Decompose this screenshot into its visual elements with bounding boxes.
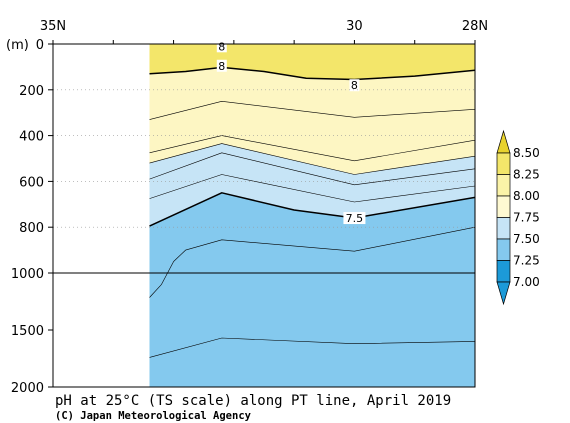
colorbar-swatch — [496, 217, 511, 240]
colorbar-label: 7.00 — [513, 275, 540, 289]
colorbar-swatch — [496, 238, 511, 261]
contour-label: 8 — [351, 79, 358, 92]
x-tick-label: 28N — [462, 19, 488, 34]
contour-label-bg — [349, 79, 360, 92]
colorbar-arrow-bottom — [496, 281, 511, 306]
colorbar-label: 7.25 — [513, 254, 540, 268]
colorbar-label: 7.75 — [513, 211, 540, 225]
contour-label-bg — [216, 40, 227, 53]
colorbar-swatch — [496, 174, 511, 197]
y-axis-label: (m) — [6, 38, 29, 53]
y-tick-label: 1000 — [11, 267, 44, 282]
contour-label: 8 — [218, 60, 225, 73]
contour-line-7-9 — [149, 101, 476, 120]
band-7.75-8.00 — [149, 143, 475, 227]
axes: 200 400 600 800 1000 1500 2000 (m) 0 35N 30 28N — [6, 19, 488, 396]
contour-line-7-85 — [149, 135, 476, 162]
contour-label-bg — [343, 212, 366, 225]
x-tick-label: 35N — [40, 19, 66, 34]
credit-text: (C) Japan Meteorological Agency — [55, 410, 252, 422]
x-tick-label: 30 — [346, 19, 363, 34]
y-tick-label: 0 — [36, 38, 44, 53]
contour-line-7-7 — [149, 152, 476, 186]
contour-line-7-45 — [149, 226, 476, 298]
colorbar-label: 8.50 — [513, 146, 540, 160]
plot-area: 8 8 8 7.5 — [149, 40, 476, 387]
colorbar-label: 7.50 — [513, 232, 540, 246]
colorbar: 8.50 8.25 8.00 7.75 7.50 7.25 7.00 — [496, 129, 540, 306]
y-tick-label: 400 — [19, 130, 44, 145]
plot-frame — [52, 43, 476, 388]
band-8.25-8.50 — [149, 44, 475, 80]
contour-label: 8 — [218, 40, 225, 53]
y-tick-label: 200 — [19, 84, 44, 99]
y-tick-label: 1500 — [11, 324, 44, 339]
contour-label-bg — [216, 59, 227, 72]
contour-line-7-5 — [149, 192, 476, 227]
colorbar-swatch — [496, 195, 511, 218]
contour-label: 7.5 — [346, 212, 364, 225]
contour-line-7-8 — [149, 143, 476, 175]
contour-line-8 — [149, 66, 476, 81]
colorbar-swatch — [496, 260, 511, 283]
y-tick-label: 600 — [19, 175, 44, 190]
chart-title: pH at 25°C (TS scale) along PT line, Apr… — [55, 393, 451, 409]
contour-line-7-4 — [149, 337, 476, 358]
colorbar-swatch — [496, 152, 511, 175]
colorbar-label: 8.25 — [513, 168, 540, 182]
colorbar-label: 8.00 — [513, 189, 540, 203]
y-tick-label: 800 — [19, 221, 44, 236]
y-tick-label: 2000 — [11, 381, 44, 396]
contour-line-7-6 — [149, 174, 476, 203]
colorbar-arrow-top — [496, 129, 511, 154]
band-8.00-8.25 — [149, 67, 475, 175]
band-7.50-7.75 — [149, 192, 475, 387]
